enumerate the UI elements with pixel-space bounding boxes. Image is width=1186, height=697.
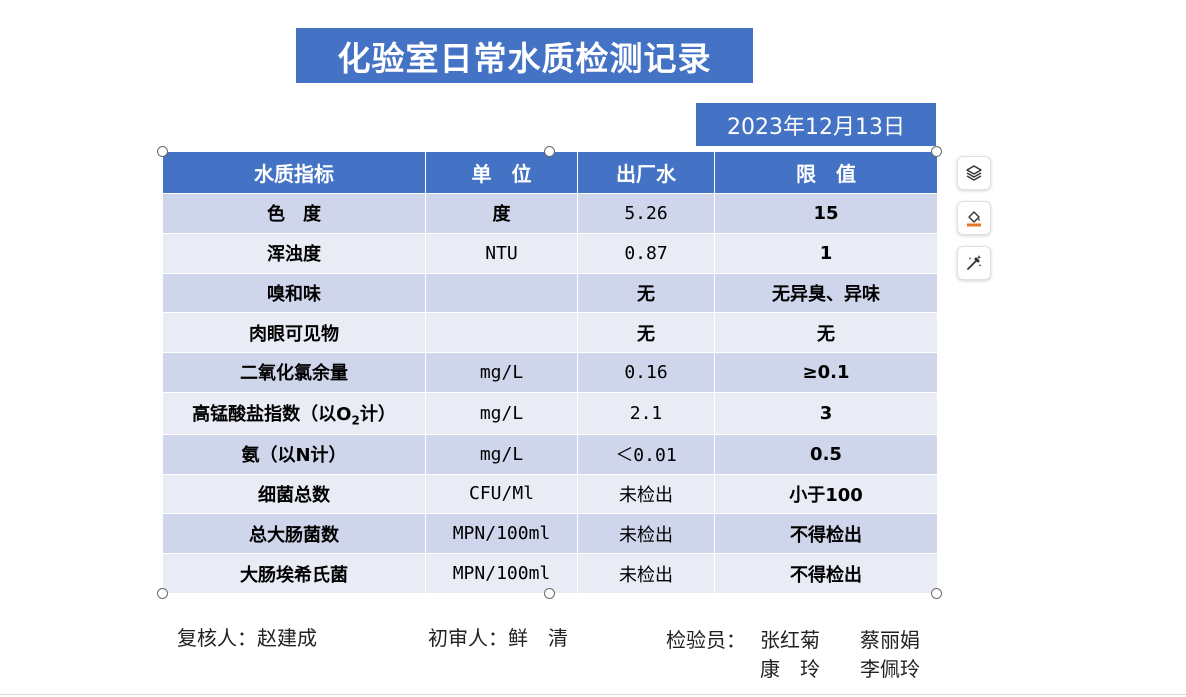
date-label: 2023年12月13日 (696, 103, 936, 146)
value-cell: 无 (577, 312, 715, 353)
table-row: 嗅和味 无 无异臭、异味 (162, 272, 938, 314)
unit-cell: mg/L (425, 352, 578, 393)
table-row: 氨（以N计） mg/L ＜0.01 0.5 (162, 433, 938, 475)
limit-cell: ≥0.1 (714, 352, 938, 393)
layers-icon (966, 165, 982, 181)
header-factory-water: 出厂水 (577, 151, 715, 194)
unit-cell: NTU (425, 232, 578, 274)
value-cell: 未检出 (577, 513, 715, 555)
unit-cell: CFU/Ml (425, 473, 578, 515)
unit-cell (425, 312, 578, 353)
indicator-name: 细菌总数 (162, 473, 426, 515)
header-indicator: 水质指标 (162, 151, 426, 194)
value-cell: 未检出 (577, 473, 715, 515)
header-limit: 限 值 (714, 151, 938, 194)
value-cell: 0.87 (577, 232, 715, 274)
value-cell: 5.26 (577, 193, 715, 234)
table-row: 浑浊度 NTU 0.87 1 (162, 232, 938, 274)
magic-wand-icon (967, 255, 982, 270)
layers-button[interactable] (957, 156, 991, 190)
indicator-name: 高锰酸盐指数（以O2计） (162, 391, 426, 435)
limit-cell: 1 (714, 232, 938, 274)
page-divider (0, 694, 1186, 695)
resize-handle-top-left[interactable] (157, 146, 168, 157)
indicator-name-suffix: 计） (359, 403, 396, 425)
limit-cell: 不得检出 (714, 553, 938, 594)
unit-cell: mg/L (425, 391, 578, 435)
unit-cell: MPN/100ml (425, 553, 578, 594)
resize-handle-bottom-center[interactable] (544, 588, 555, 599)
value-cell: ＜0.01 (577, 433, 715, 475)
limit-cell: 不得检出 (714, 513, 938, 555)
table-row: 总大肠菌数 MPN/100ml 未检出 不得检出 (162, 513, 938, 555)
table-row: 肉眼可见物 无 无 (162, 312, 938, 353)
indicator-name: 浑浊度 (162, 232, 426, 274)
indicator-name-prefix: 高锰酸盐指数（以O (192, 403, 352, 425)
reviewer-signature: 复核人：赵建成 (177, 626, 317, 650)
limit-cell: 0.5 (714, 433, 938, 475)
magic-wand-button[interactable] (957, 246, 991, 280)
indicator-name: 肉眼可见物 (162, 312, 426, 353)
resize-handle-top-right[interactable] (931, 146, 942, 157)
unit-cell: MPN/100ml (425, 513, 578, 555)
resize-handle-bottom-right[interactable] (931, 588, 942, 599)
indicator-name-subscript: 2 (351, 413, 360, 428)
fill-button[interactable] (957, 201, 991, 235)
unit-cell: 度 (425, 193, 578, 234)
indicator-name: 色 度 (162, 193, 426, 234)
table-row: 二氧化氯余量 mg/L 0.16 ≥0.1 (162, 352, 938, 393)
inspectors-line-2: 康 玲 李佩玲 (760, 657, 920, 681)
page-title: 化验室日常水质检测记录 (296, 28, 753, 83)
value-cell: 无 (577, 272, 715, 314)
table-row: 大肠埃希氏菌 MPN/100ml 未检出 不得检出 (162, 553, 938, 594)
limit-cell: 3 (714, 391, 938, 435)
unit-cell (425, 272, 578, 314)
table-header-row: 水质指标 单 位 出厂水 限 值 (162, 151, 938, 194)
first-reviewer-signature: 初审人：鲜 清 (428, 626, 568, 650)
water-quality-table: 水质指标 单 位 出厂水 限 值 色 度 度 5.26 15 浑浊度 NTU 0… (162, 151, 938, 594)
table-row: 色 度 度 5.26 15 (162, 193, 938, 234)
header-unit: 单 位 (425, 151, 578, 194)
water-quality-table-object[interactable]: 水质指标 单 位 出厂水 限 值 色 度 度 5.26 15 浑浊度 NTU 0… (162, 151, 938, 594)
value-cell: 0.16 (577, 352, 715, 393)
limit-cell: 无 (714, 312, 938, 353)
indicator-name: 总大肠菌数 (162, 513, 426, 555)
value-cell: 2.1 (577, 391, 715, 435)
inspectors-line-1: 张红菊 蔡丽娟 (760, 628, 920, 652)
resize-handle-top-center[interactable] (544, 146, 555, 157)
resize-handle-bottom-left[interactable] (157, 588, 168, 599)
indicator-name: 大肠埃希氏菌 (162, 553, 426, 594)
limit-cell: 小于100 (714, 473, 938, 515)
table-row: 高锰酸盐指数（以O2计） mg/L 2.1 3 (162, 391, 938, 435)
value-cell: 未检出 (577, 553, 715, 594)
indicator-name: 二氧化氯余量 (162, 352, 426, 393)
unit-cell: mg/L (425, 433, 578, 475)
indicator-name: 氨（以N计） (162, 433, 426, 475)
indicator-name: 嗅和味 (162, 272, 426, 314)
fill-icon (967, 211, 981, 227)
limit-cell: 15 (714, 193, 938, 234)
table-row: 细菌总数 CFU/Ml 未检出 小于100 (162, 473, 938, 515)
limit-cell: 无异臭、异味 (714, 272, 938, 314)
inspector-label: 检验员： (666, 628, 746, 652)
